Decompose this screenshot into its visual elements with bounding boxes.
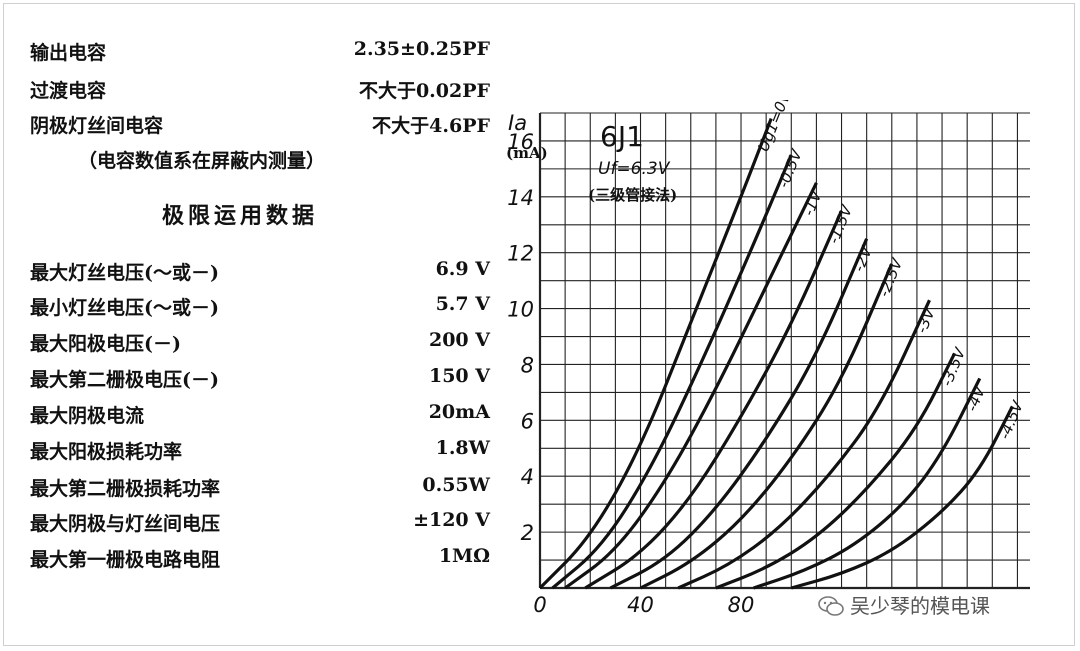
limit-row: 最大阴极与灯丝间电压 ±120 V bbox=[30, 509, 490, 539]
spec-label: 最大阳极电压(－) bbox=[30, 333, 181, 355]
spec-value: 200 V bbox=[428, 329, 490, 351]
plate-characteristic-chart: 2 4 6 8 10 12 14 16 0 40 80 Ug1=0V-0.5V-1V-1.5V-2V… bbox=[506, 100, 1030, 617]
capacitance-row: 过渡电容 不大于0.02PF bbox=[30, 76, 490, 106]
spec-label: 最大第一栅极电路电阻 bbox=[30, 549, 221, 571]
capacitance-row: 输出电容 2.35±0.25PF bbox=[30, 38, 490, 68]
curve-label: -2.5V bbox=[875, 254, 907, 299]
chart-title: 6J1 bbox=[600, 120, 644, 153]
limit-row: 最大第二栅极电压(－) 150 V bbox=[30, 365, 490, 395]
spec-value: ±120 V bbox=[413, 509, 490, 531]
curve-label: -1V bbox=[799, 187, 826, 219]
spec-label: 阴极灯丝间电容 bbox=[30, 115, 164, 137]
spec-label: 最大阴极与灯丝间电压 bbox=[30, 513, 221, 535]
y-axis-unit: (mA) bbox=[506, 144, 548, 162]
spec-label: 最大第二栅极损耗功率 bbox=[30, 478, 221, 500]
limit-row: 最大第一栅极电路电阻 1MΩ bbox=[30, 545, 490, 575]
chart-ticks: 2 4 6 8 10 12 14 16 0 40 80 bbox=[507, 130, 754, 617]
y-tick-label: 8 bbox=[521, 353, 534, 377]
curve-line bbox=[677, 299, 931, 590]
curve-line bbox=[639, 263, 894, 590]
curve-label: Ug1=0V bbox=[754, 100, 795, 154]
chart-subtitle: Uf=6.3V bbox=[598, 159, 671, 179]
spec-label: 最大阴极电流 bbox=[30, 405, 145, 427]
chart-note: (三级管接法) bbox=[588, 186, 677, 204]
limit-row: 最大阳极损耗功率 1.8W bbox=[30, 437, 490, 467]
spec-value: 6.9 V bbox=[435, 258, 490, 280]
curve-label: -0.5V bbox=[774, 145, 806, 190]
spec-value: 150 V bbox=[428, 365, 490, 387]
spec-label: 输出电容 bbox=[30, 42, 107, 64]
curve-line bbox=[564, 182, 818, 590]
spec-value: 1MΩ bbox=[438, 545, 490, 567]
y-tick-label: 6 bbox=[521, 409, 534, 433]
limit-row: 最大阴极电流 20mA bbox=[30, 401, 490, 431]
y-tick-label: 2 bbox=[521, 521, 534, 545]
spec-label: 最大灯丝电压(～或－) bbox=[30, 262, 219, 284]
curve-label: -1.5V bbox=[825, 201, 857, 246]
spec-label: 最大阳极损耗功率 bbox=[30, 441, 183, 463]
spec-value: 5.7 V bbox=[435, 293, 490, 315]
curve-label: -2V bbox=[850, 242, 877, 274]
x-tick-label: 40 bbox=[627, 593, 654, 617]
x-tick-label: 0 bbox=[533, 593, 546, 617]
curve-line bbox=[609, 238, 869, 590]
curve-line bbox=[790, 405, 1014, 590]
watermark: 吴少琴的模电课 bbox=[818, 590, 990, 620]
limit-row: 最大阳极电压(－) 200 V bbox=[30, 329, 490, 359]
spec-value: 0.55W bbox=[422, 474, 490, 496]
curve-label: -4.5V bbox=[995, 397, 1027, 442]
y-tick-label: 12 bbox=[507, 242, 534, 266]
curve-line bbox=[551, 154, 793, 590]
spec-label: 最小灯丝电压(～或－) bbox=[30, 297, 219, 319]
y-tick-label: 10 bbox=[507, 298, 534, 322]
y-tick-label: 16 bbox=[507, 130, 534, 154]
curve-line bbox=[753, 377, 982, 590]
page-frame bbox=[3, 3, 1075, 646]
spec-label: 最大第二栅极电压(－) bbox=[30, 369, 219, 391]
spec-value: 20mA bbox=[428, 401, 490, 423]
limits-heading: 极限运用数据 bbox=[162, 203, 319, 229]
x-tick-label: 80 bbox=[728, 593, 755, 617]
capacitance-row: 阴极灯丝间电容 不大于4.6PF bbox=[30, 111, 490, 141]
limit-row: 最大第二栅极损耗功率 0.55W bbox=[30, 474, 490, 504]
curve-line bbox=[538, 118, 773, 590]
curve-line bbox=[584, 210, 844, 590]
spec-value: 不大于4.6PF bbox=[372, 115, 490, 137]
spec-label: 过渡电容 bbox=[30, 80, 107, 102]
watermark-text: 吴少琴的模电课 bbox=[850, 594, 990, 618]
y-axis-label: Ia bbox=[508, 111, 527, 135]
spec-value: 2.35±0.25PF bbox=[353, 38, 490, 60]
spec-value: 1.8W bbox=[435, 437, 490, 459]
spec-value: 不大于0.02PF bbox=[358, 80, 490, 102]
y-tick-label: 14 bbox=[507, 186, 534, 210]
limit-row: 最大灯丝电压(～或－) 6.9 V bbox=[30, 258, 490, 288]
y-tick-label: 4 bbox=[521, 465, 534, 489]
wechat-icon bbox=[818, 596, 844, 616]
curve-line bbox=[715, 352, 957, 590]
limit-row: 最小灯丝电压(～或－) 5.7 V bbox=[30, 293, 490, 323]
chart-grid bbox=[538, 112, 1030, 590]
capacitance-note: （电容数值系在屏蔽内测量） bbox=[78, 150, 326, 172]
